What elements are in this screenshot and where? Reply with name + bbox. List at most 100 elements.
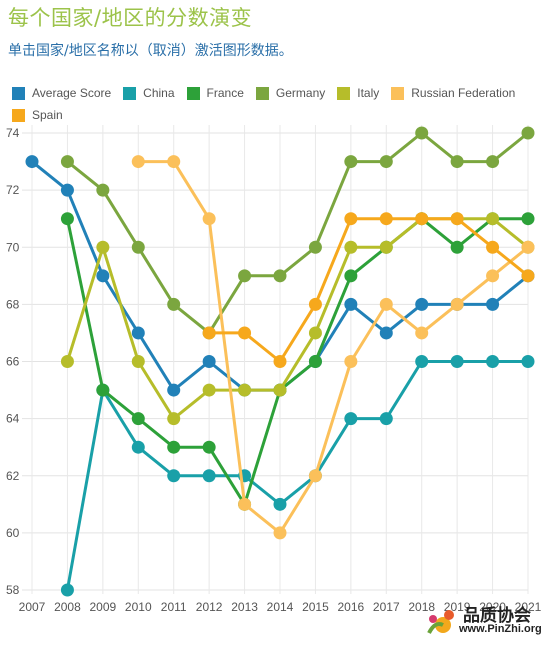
- data-point-china: [450, 355, 464, 368]
- legend-swatch: [12, 108, 25, 122]
- legend-item-china[interactable]: China: [123, 85, 175, 101]
- x-tick-label: 2016: [338, 600, 365, 614]
- data-point-china: [344, 412, 358, 426]
- legend-label: Germany: [275, 86, 326, 100]
- data-point-germany: [60, 155, 74, 169]
- data-point-russian-federation: [521, 240, 535, 254]
- y-tick-label: 70: [6, 240, 20, 254]
- legend-swatch: [123, 86, 137, 100]
- data-point-germany: [415, 126, 429, 140]
- legend-label: France: [206, 86, 244, 100]
- pinzhi-logo-icon: [427, 610, 454, 634]
- data-point-germany: [450, 155, 464, 169]
- data-point-spain: [238, 326, 252, 340]
- data-point-germany: [308, 240, 322, 254]
- y-tick-label: 60: [6, 526, 20, 540]
- legend-swatch: [337, 86, 351, 100]
- y-tick-label: 68: [6, 297, 20, 311]
- x-tick-label: 2014: [267, 600, 294, 614]
- data-point-russian-federation: [131, 155, 145, 169]
- data-point-spain: [379, 212, 393, 226]
- data-point-italy: [60, 355, 74, 368]
- legend-swatch: [255, 86, 269, 100]
- page-title: 每个国家/地区的分数演变: [8, 6, 253, 30]
- watermark-name: 品质协会: [463, 606, 531, 626]
- data-point-russian-federation: [273, 526, 287, 540]
- data-point-average-score: [202, 355, 216, 368]
- x-tick-label: 2021: [515, 600, 542, 614]
- data-point-italy: [96, 240, 110, 254]
- legend-label: Average Score: [32, 86, 112, 100]
- chart-legend: Average Score China France Germany Italy Russ…: [12, 85, 552, 123]
- data-point-france: [521, 212, 535, 226]
- data-point-italy: [308, 326, 322, 340]
- y-tick-label: 64: [6, 412, 20, 426]
- data-point-france: [202, 440, 216, 454]
- legend-swatch: [186, 86, 200, 100]
- data-point-italy: [273, 383, 287, 397]
- data-point-spain: [202, 326, 216, 340]
- data-point-russian-federation: [344, 355, 358, 368]
- legend-item-italy[interactable]: Italy: [337, 85, 379, 101]
- data-point-average-score: [379, 326, 393, 340]
- x-tick-label: 2015: [302, 600, 329, 614]
- data-point-russian-federation: [486, 269, 500, 283]
- legend-item-spain[interactable]: Spain: [12, 107, 63, 123]
- data-point-china: [379, 412, 393, 426]
- legend-swatch: [12, 86, 25, 100]
- series-line-germany: [66, 131, 529, 335]
- data-point-france: [60, 212, 74, 226]
- data-point-spain: [344, 212, 358, 226]
- data-point-russian-federation: [308, 469, 322, 483]
- data-point-spain: [450, 212, 464, 226]
- data-point-spain: [521, 269, 535, 283]
- data-point-china: [273, 497, 287, 511]
- legend-label: Italy: [357, 86, 380, 100]
- y-tick-label: 58: [6, 583, 20, 597]
- data-point-germany: [238, 269, 252, 283]
- data-point-russian-federation: [379, 297, 393, 311]
- data-point-russian-federation: [450, 297, 464, 311]
- data-point-china: [415, 355, 429, 368]
- legend-swatch: [391, 86, 405, 100]
- legend-item-france[interactable]: France: [186, 85, 244, 101]
- data-point-france: [96, 383, 110, 397]
- data-point-germany: [486, 155, 500, 169]
- data-point-average-score: [415, 297, 429, 311]
- data-point-russian-federation: [415, 326, 429, 340]
- y-tick-label: 66: [6, 355, 20, 369]
- data-point-china: [486, 355, 500, 368]
- legend-item-average-score[interactable]: Average Score: [12, 85, 111, 101]
- data-point-average-score: [96, 269, 110, 283]
- watermark-url: www.PinZhi.org: [459, 623, 542, 635]
- data-point-germany: [96, 183, 110, 197]
- y-tick-label: 62: [6, 469, 20, 483]
- series-line-spain: [209, 217, 529, 363]
- data-point-france: [131, 412, 145, 426]
- data-point-china: [60, 583, 74, 597]
- data-point-china: [131, 440, 145, 454]
- data-point-italy: [167, 412, 181, 426]
- data-point-italy: [131, 355, 145, 368]
- data-point-france: [167, 440, 181, 454]
- data-point-italy: [379, 240, 393, 254]
- legend-item-russian-federation[interactable]: Russian Federation: [391, 85, 515, 101]
- data-point-france: [344, 269, 358, 283]
- data-point-average-score: [60, 183, 74, 197]
- legend-item-germany[interactable]: Germany: [255, 85, 326, 101]
- series-line-france: [65, 217, 528, 506]
- data-point-germany: [344, 155, 358, 169]
- data-point-germany: [167, 297, 181, 311]
- data-point-germany: [273, 269, 287, 283]
- data-point-germany: [131, 240, 145, 254]
- y-tick-label: 72: [6, 183, 20, 197]
- data-point-germany: [379, 155, 393, 169]
- data-point-average-score: [167, 383, 181, 397]
- x-tick-label: 2007: [19, 600, 46, 614]
- series-line-russian-federation: [138, 160, 529, 535]
- data-point-spain: [273, 355, 287, 368]
- data-point-italy: [238, 383, 252, 397]
- legend-label: Russian Federation: [411, 86, 516, 100]
- page-subtitle: 单击国家/地区名称以（取消）激活图形数据。: [8, 43, 293, 59]
